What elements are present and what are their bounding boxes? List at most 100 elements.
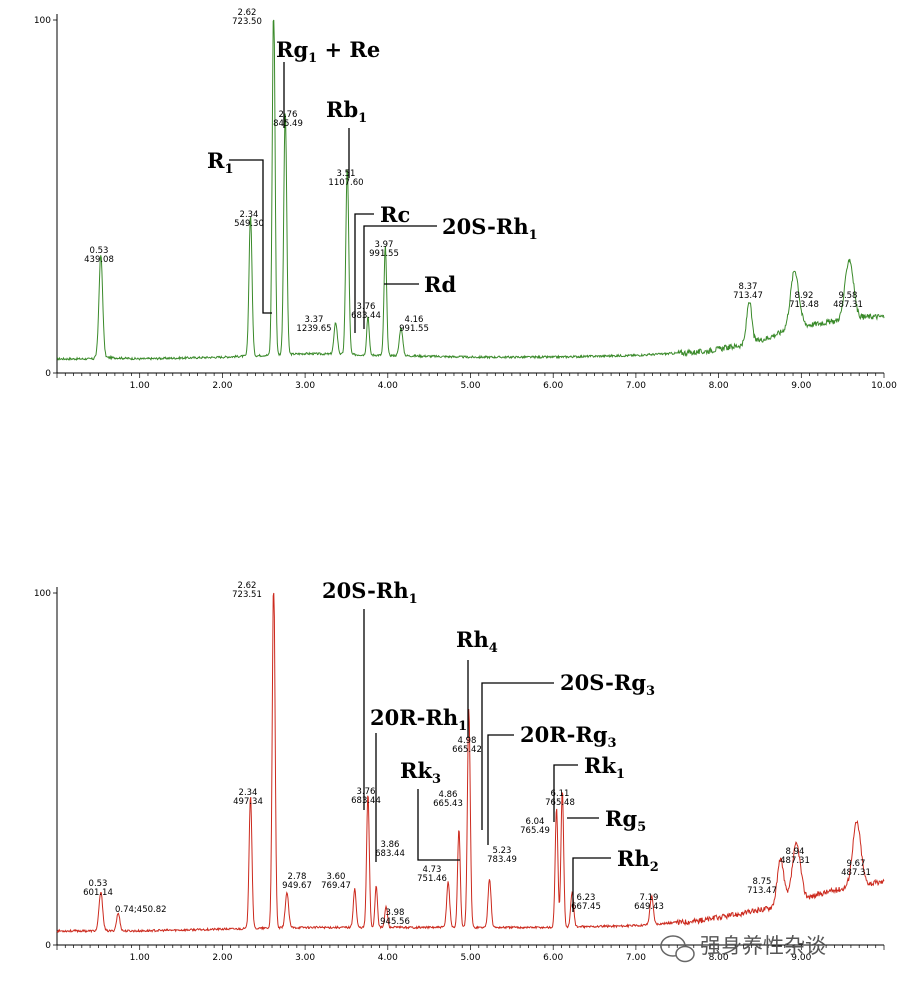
peak-mz-label: 487.31 xyxy=(841,868,871,878)
chromatogram-bottom: 0 100 1.00 2.00 3.00 4.00 5.00 6.00 7.00 8.00 9.00… xyxy=(34,578,885,963)
x-tick-label: 10.00 xyxy=(871,381,897,391)
y-tick-label: 0 xyxy=(45,941,51,951)
compound-leader-line xyxy=(481,682,554,830)
peak-rt-label: 3.60 xyxy=(327,872,346,882)
compound-name: 20R-Rh1 xyxy=(370,705,467,734)
x-tick-label: 3.00 xyxy=(295,953,315,963)
peak-mz-label: 665.43 xyxy=(433,799,463,809)
compound-name: Rg5 xyxy=(605,806,646,835)
peak-rt-label: 8.37 xyxy=(739,282,758,292)
peak-rt-label: 3.98 xyxy=(386,908,405,918)
peak-rt-label: 3.51 xyxy=(337,169,356,179)
chromatogram-trace xyxy=(56,592,885,934)
peak-mz-label: 783.49 xyxy=(487,855,517,865)
compound-leader-line xyxy=(354,213,374,333)
compound-name: Rh4 xyxy=(456,627,498,656)
peak-mz-label: 713.47 xyxy=(747,886,777,896)
peak-mz-label: 949.67 xyxy=(282,881,312,891)
x-tick-label: 4.00 xyxy=(378,953,398,963)
peak-mz-label: 765.48 xyxy=(545,798,575,808)
peak-mz-label: 713.48 xyxy=(789,300,819,310)
compound-label-20r-rg3: 20R-Rg3 xyxy=(487,722,617,845)
x-tick-label: 1.00 xyxy=(130,381,150,391)
watermark-text: 强身养性杂谈 xyxy=(700,934,826,958)
peak-rt-label: 9.67 xyxy=(847,859,866,869)
peak-rt-label: 2.76 xyxy=(279,110,298,120)
x-tick-label: 6.00 xyxy=(543,381,563,391)
compound-label-20s-rg3: 20S-Rg3 xyxy=(481,670,655,830)
compound-leader-line xyxy=(363,225,437,329)
compound-label-20s-rh1: 20S-Rh1 xyxy=(363,214,538,329)
compound-label-20s-rh1: 20S-Rh1 xyxy=(322,578,418,810)
peak-mz-label: 487.31 xyxy=(833,300,863,310)
compound-name: Rg1 + Re xyxy=(276,37,380,66)
peak-rt-label: 9.58 xyxy=(839,291,858,301)
compound-name: Rc xyxy=(380,202,410,227)
peak-mz-label: 1239.65 xyxy=(296,324,331,334)
compound-label-rb1: Rb1 xyxy=(326,97,367,178)
peak-mz-label: 665.42 xyxy=(452,745,482,755)
compound-label-rh4: Rh4 xyxy=(456,627,498,738)
compound-label-rh2: Rh2 xyxy=(572,846,659,912)
chromatogram-trace xyxy=(56,19,885,361)
compound-label-r1: R1 xyxy=(207,148,272,314)
compound-name: Rk1 xyxy=(584,753,625,782)
peak-mz-label: 667.45 xyxy=(571,902,601,912)
peak-rt-label: 2.78 xyxy=(288,872,307,882)
compound-label-rc: Rc xyxy=(354,202,410,333)
peak-mz-label: 845.49 xyxy=(273,119,303,129)
peak-mz-label: 723.51 xyxy=(232,590,262,600)
peak-mz-label: 723.50 xyxy=(232,17,262,27)
compound-label-20r-rh1: 20R-Rh1 xyxy=(370,705,467,862)
compound-name: 20R-Rg3 xyxy=(520,722,617,751)
peak-rt-label: 4.98 xyxy=(458,736,477,746)
compound-label-rd: Rd xyxy=(384,272,456,297)
peak-mz-label: 649.43 xyxy=(634,902,664,912)
x-tick-label: 2.00 xyxy=(212,381,232,391)
x-tick-label: 7.00 xyxy=(626,953,646,963)
peak-rt-label: 3.97 xyxy=(375,240,394,250)
x-tick-label: 1.00 xyxy=(130,953,150,963)
compound-leader-line xyxy=(572,857,611,912)
x-tick-label: 8.00 xyxy=(709,953,729,963)
peak-mz-label: 439.08 xyxy=(84,255,114,265)
peak-mz-label: 713.47 xyxy=(733,291,763,301)
peak-rt-label: 2.62 xyxy=(238,8,257,18)
compound-name: Rh2 xyxy=(617,846,659,875)
watermark: 强身养性杂谈 xyxy=(660,934,826,963)
x-tick-label: 6.00 xyxy=(543,953,563,963)
compound-label-rg5: Rg5 xyxy=(567,806,646,835)
peak-mz-label: 751.46 xyxy=(417,874,447,884)
peak-mz-label: 769.47 xyxy=(321,881,351,891)
x-tick-label: 2.00 xyxy=(212,953,232,963)
peak-rt-label: 2.62 xyxy=(238,581,257,591)
peak-mz-label: 1107.60 xyxy=(328,178,363,188)
x-tick-label: 3.00 xyxy=(295,381,315,391)
peak-mz-label: 991.55 xyxy=(399,324,429,334)
wechat-icon-small xyxy=(675,945,695,963)
compound-name: 20S-Rg3 xyxy=(560,670,655,699)
y-tick-label: 100 xyxy=(34,589,51,599)
peak-rt-label: 6.11 xyxy=(551,789,570,799)
peak-rt-label: 2.34 xyxy=(240,210,259,220)
x-tick-label: 9.00 xyxy=(791,381,811,391)
peak-rt-label: 4.73 xyxy=(423,865,442,875)
